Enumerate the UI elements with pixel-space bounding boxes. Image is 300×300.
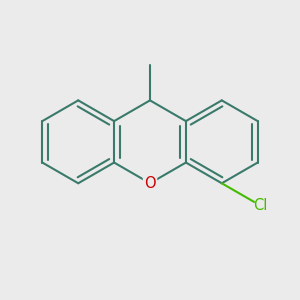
Text: O: O [144, 176, 156, 191]
Text: Cl: Cl [254, 198, 268, 213]
